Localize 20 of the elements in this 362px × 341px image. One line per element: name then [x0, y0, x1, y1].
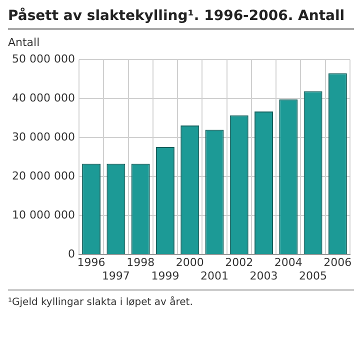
y-tick-label: 50 000 000: [12, 52, 75, 66]
x-tick-label: 2006: [324, 256, 352, 270]
x-tick-label: 1999: [151, 269, 180, 282]
y-tick-label: 20 000 000: [12, 169, 75, 182]
x-tick-label: 1997: [102, 269, 130, 282]
x-tick-label: 1996: [77, 256, 106, 270]
y-tick-label: 10 000 000: [12, 208, 75, 222]
y-tick-label: 40 000 000: [12, 91, 75, 104]
y-tick-label: 30 000 000: [12, 130, 75, 144]
text: ¹Gjeld kyllingar slakta i løpet av året.: [8, 297, 194, 308]
x-tick-label: 1998: [126, 256, 155, 270]
x-tick-label: 2005: [299, 269, 328, 282]
y-tick-label: 0: [68, 247, 75, 260]
chart-title: Påsett av slaktekylling¹. 1996-2006. Antall: [8, 8, 354, 30]
x-tick-label: 2001: [200, 269, 228, 282]
x-tick-label: 2003: [250, 269, 278, 282]
x-tick-label: 2004: [274, 256, 302, 270]
x-tick-label: 2000: [176, 256, 204, 270]
y-axis-title: Antall: [8, 36, 41, 49]
x-tick-label: 2002: [225, 256, 254, 270]
